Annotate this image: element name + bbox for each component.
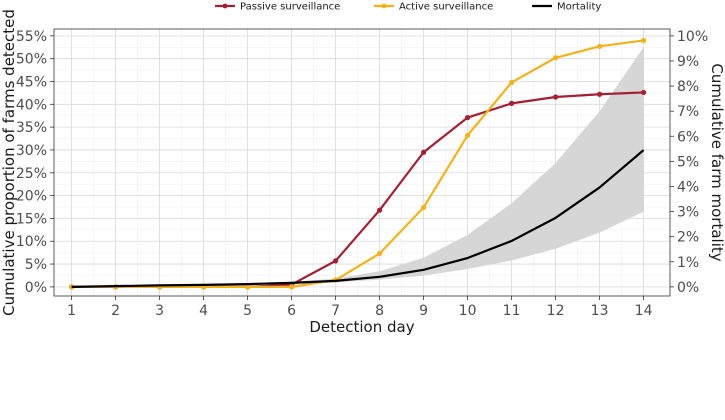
active-surveillance-point xyxy=(597,43,603,49)
y-left-tick-label: 55% xyxy=(16,29,47,45)
passive-surveillance-point xyxy=(465,114,471,121)
y-left-tick-label: 5% xyxy=(25,257,47,273)
y-right-tick-label: 9% xyxy=(677,54,699,70)
x-tick-label: 2 xyxy=(111,303,120,319)
y-right-tick-label: 6% xyxy=(677,129,699,145)
y-left-tick-label: 15% xyxy=(16,211,47,227)
y-left-tick-label: 35% xyxy=(16,120,47,136)
x-axis-title: Detection day xyxy=(309,318,414,336)
passive-surveillance-point xyxy=(597,91,603,97)
x-tick-label: 10 xyxy=(459,303,477,319)
x-tick-label: 3 xyxy=(155,303,164,319)
passive-surveillance-point xyxy=(641,89,647,96)
x-tick-label: 4 xyxy=(199,303,208,319)
legend: Passive surveillance Active surveillance M… xyxy=(215,2,601,13)
y-right-tick-label: 4% xyxy=(677,179,699,195)
active-surveillance-point xyxy=(377,250,383,257)
y-axis-left-title: Cumulative proportion of farms detected xyxy=(0,9,18,316)
active-surveillance-legend-marker xyxy=(381,3,387,9)
passive-surveillance-legend-label: Passive surveillance xyxy=(240,2,340,13)
x-tick-label: 11 xyxy=(503,303,521,319)
passive-surveillance-point xyxy=(553,94,559,100)
active-surveillance-point xyxy=(465,132,471,138)
y-right-tick-label: 2% xyxy=(677,230,699,246)
y-right-tick-label: 5% xyxy=(677,154,699,170)
passive-surveillance-legend-marker xyxy=(222,3,228,9)
passive-surveillance-point xyxy=(509,100,515,106)
x-tick-label: 12 xyxy=(547,303,565,319)
mortality-legend-label: Mortality xyxy=(557,2,601,13)
y-right-tick-label: 0% xyxy=(677,280,699,296)
y-axis-right-title: Cumulative farm mortality xyxy=(708,63,725,261)
y-right-tick-label: 7% xyxy=(677,104,699,120)
y-left-tick-label: 25% xyxy=(16,166,47,182)
active-surveillance-point xyxy=(245,284,251,290)
active-surveillance-point xyxy=(553,55,559,61)
x-tick-label: 8 xyxy=(375,303,384,319)
y-left-tick-label: 30% xyxy=(16,143,47,159)
x-tick-label: 6 xyxy=(287,303,296,319)
mortality-band xyxy=(71,47,644,287)
mortality-band xyxy=(71,47,644,287)
y-left-tick-label: 20% xyxy=(16,189,47,205)
y-left-tick-label: 40% xyxy=(16,97,47,113)
active-surveillance-point xyxy=(641,37,647,44)
y-right-tick-label: 10% xyxy=(677,29,708,45)
y-right-tick-label: 8% xyxy=(677,79,699,95)
y-left-tick-label: 0% xyxy=(25,280,47,296)
x-tick-label: 13 xyxy=(591,303,609,319)
y-right-tick-label: 1% xyxy=(677,255,699,271)
x-tick-label: 7 xyxy=(331,303,340,319)
x-tick-label: 9 xyxy=(419,303,428,319)
active-surveillance-legend-label: Active surveillance xyxy=(399,2,493,13)
panel-border xyxy=(53,28,671,297)
passive-surveillance-point xyxy=(421,149,427,155)
plot-area xyxy=(53,28,671,297)
y-right-tick-label: 3% xyxy=(677,205,699,221)
mortality-line xyxy=(71,149,645,288)
axes: 0%5%10%15%20%25%30%35%40%45%50%55%0%1%2%… xyxy=(16,29,708,319)
x-tick-label: 14 xyxy=(635,303,653,319)
active-surveillance-point xyxy=(509,79,515,85)
active-surveillance-point xyxy=(421,204,427,211)
y-left-tick-label: 45% xyxy=(16,74,47,90)
passive-surveillance-point xyxy=(333,258,339,264)
active-surveillance-line xyxy=(71,39,644,288)
y-left-tick-label: 50% xyxy=(16,52,47,68)
passive-surveillance-point xyxy=(377,207,383,213)
y-left-tick-label: 10% xyxy=(16,234,47,250)
active-surveillance-point xyxy=(289,284,295,290)
series-group xyxy=(69,37,647,290)
x-tick-label: 5 xyxy=(243,303,252,319)
x-tick-label: 1 xyxy=(67,303,76,319)
